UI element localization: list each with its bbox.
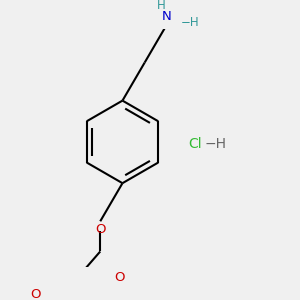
Text: N: N [162,10,172,23]
Text: −H: −H [204,137,226,151]
Text: Cl: Cl [188,137,202,151]
Text: H: H [157,0,166,13]
Text: O: O [115,271,125,284]
Text: −H: −H [181,16,200,29]
Text: O: O [95,223,106,236]
Text: O: O [30,288,41,300]
